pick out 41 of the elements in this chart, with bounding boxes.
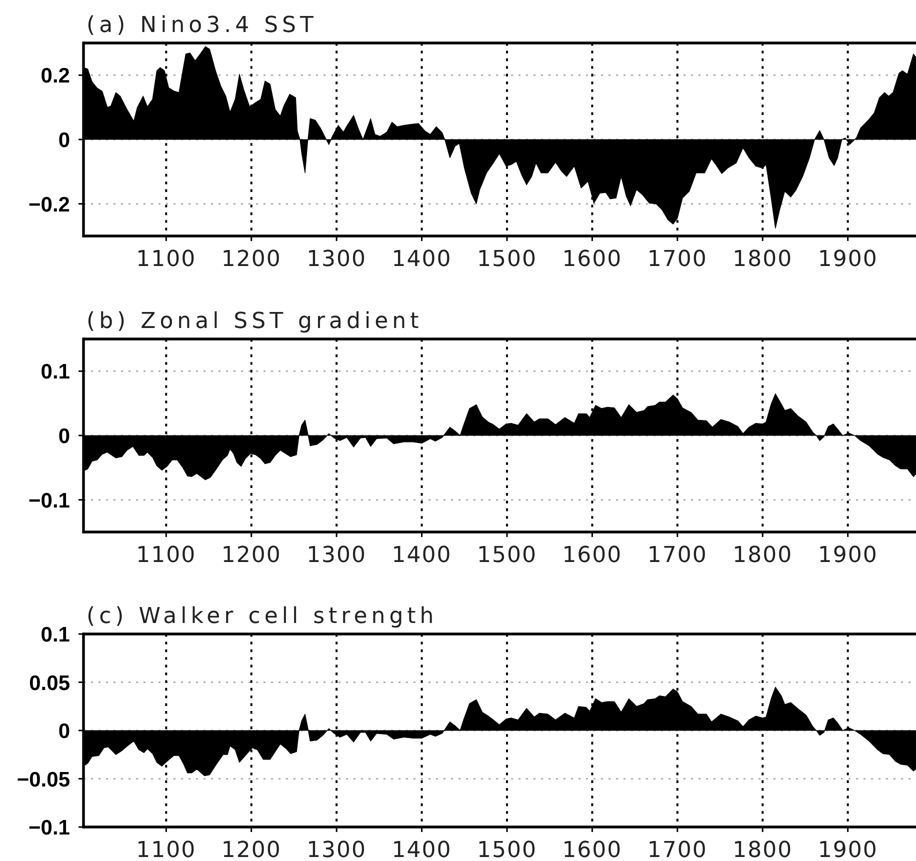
x-tick-label: 1500 (476, 543, 537, 568)
y-tick-label: 0.1 (40, 360, 70, 384)
x-tick-label: 1500 (476, 838, 537, 861)
x-tick-label: 1400 (392, 543, 452, 568)
x-tick-label: 1800 (732, 247, 793, 272)
x-tick-label: 1700 (647, 838, 708, 861)
x-tick-label: 1100 (136, 247, 196, 272)
x-tick-label: 1400 (392, 838, 452, 861)
chart-title: (c) Walker cell strength (86, 604, 438, 629)
x-tick-label: 1300 (306, 247, 367, 272)
y-tick-label: −0.2 (28, 193, 70, 216)
x-tick-label: 1500 (476, 247, 537, 272)
chart-title: (a) Nino3.4 SST (86, 13, 318, 38)
y-tick-label: −0.05 (16, 768, 70, 792)
y-tick-label: 0 (58, 129, 70, 152)
x-tick-label: 1100 (136, 838, 196, 861)
x-tick-label: 1600 (562, 543, 622, 568)
x-tick-label: 1200 (221, 543, 282, 568)
x-tick-label: 1600 (562, 838, 622, 861)
y-tick-label: −0.1 (28, 489, 70, 512)
x-tick-label: 1100 (136, 543, 196, 568)
x-tick-label: 1300 (306, 838, 367, 861)
y-tick-label: 0.05 (29, 672, 70, 695)
x-tick-label: 1300 (306, 543, 367, 568)
y-tick-label: 0.1 (40, 624, 70, 647)
x-tick-label: 1900 (818, 543, 878, 568)
x-tick-label: 1900 (818, 838, 878, 861)
x-tick-label: 1900 (818, 247, 878, 272)
x-tick-label: 1200 (221, 247, 282, 272)
x-tick-label: 1200 (221, 838, 282, 861)
y-tick-label: −0.1 (28, 816, 70, 840)
chart-title: (b) Zonal SST gradient (86, 309, 423, 334)
x-tick-label: 1400 (392, 247, 452, 272)
x-tick-label: 1600 (562, 247, 622, 272)
y-tick-label: 0 (58, 425, 70, 448)
y-tick-label: 0.2 (40, 64, 70, 88)
y-tick-label: 0 (58, 720, 70, 744)
x-tick-label: 1700 (647, 247, 708, 272)
x-tick-label: 1700 (647, 543, 708, 568)
x-tick-label: 1800 (732, 543, 793, 568)
x-tick-label: 1800 (732, 838, 793, 861)
